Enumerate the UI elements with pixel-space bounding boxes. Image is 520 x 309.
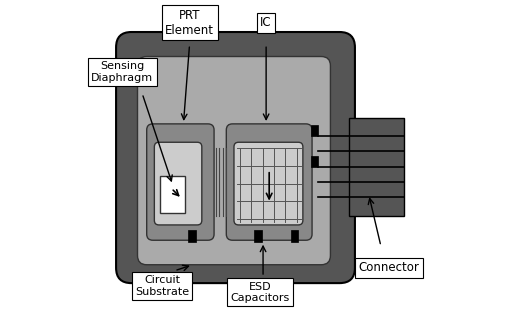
FancyBboxPatch shape xyxy=(137,57,330,265)
Bar xyxy=(254,230,262,242)
Bar xyxy=(188,230,196,242)
Bar xyxy=(349,118,404,216)
FancyBboxPatch shape xyxy=(116,32,355,283)
Bar xyxy=(291,230,298,242)
Text: ESD
Capacitors: ESD Capacitors xyxy=(230,281,290,303)
FancyBboxPatch shape xyxy=(226,124,312,240)
Bar xyxy=(161,176,185,213)
FancyBboxPatch shape xyxy=(147,124,214,240)
Text: Circuit
Substrate: Circuit Substrate xyxy=(135,275,189,297)
Text: PRT
Element: PRT Element xyxy=(165,9,214,37)
Text: IC: IC xyxy=(261,16,272,29)
Text: Sensing
Diaphragm: Sensing Diaphragm xyxy=(91,61,153,83)
Bar xyxy=(310,125,318,136)
FancyBboxPatch shape xyxy=(154,142,202,225)
FancyBboxPatch shape xyxy=(234,142,303,225)
Bar xyxy=(310,156,318,167)
Text: Connector: Connector xyxy=(358,261,419,274)
